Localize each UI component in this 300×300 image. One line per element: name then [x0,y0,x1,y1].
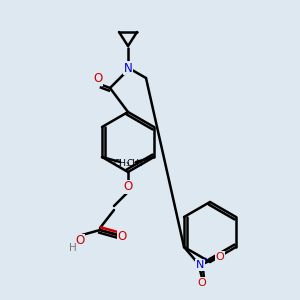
Text: O: O [123,181,133,194]
Text: O: O [75,235,85,248]
Text: O: O [117,230,127,244]
Text: O: O [198,278,206,288]
Text: +: + [202,257,208,263]
Text: CH₃: CH₃ [113,158,130,167]
Text: H: H [69,243,77,253]
Text: N: N [124,61,132,74]
Text: O: O [216,252,224,262]
Text: CH₃: CH₃ [126,158,142,167]
Text: ⁻: ⁻ [227,248,231,256]
Text: N: N [196,260,204,270]
Text: O: O [93,73,103,85]
